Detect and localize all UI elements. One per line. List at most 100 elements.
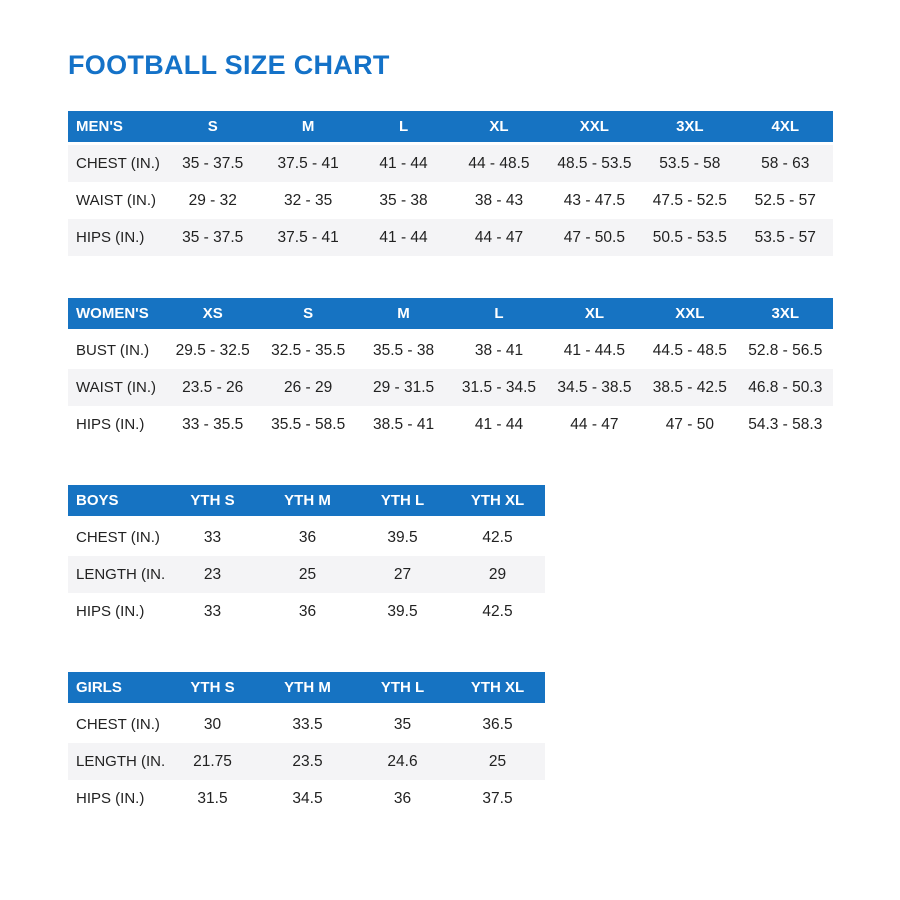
size-value: 29 - 32 xyxy=(188,191,237,209)
boys-table-title: BOYS xyxy=(68,485,165,519)
womens-column-header: XS xyxy=(165,298,261,332)
size-value: 53.5 - 57 xyxy=(754,228,816,246)
size-value: 30 xyxy=(203,715,222,733)
size-value: 26 - 29 xyxy=(284,378,333,396)
row-label: BUST (IN.) xyxy=(76,342,150,359)
mens-table-title: MEN'S xyxy=(68,111,165,145)
womens-column-header: M xyxy=(355,298,452,332)
mens-column-header: 3XL xyxy=(642,111,738,145)
mens-column-header: XL xyxy=(451,111,547,145)
womens-table-row: WAIST (IN.) 23.5 - 26 26 - 29 29 - 31.5 31.5… xyxy=(68,369,833,406)
size-value: 29 - 31.5 xyxy=(372,378,435,396)
size-value: 23.5 xyxy=(292,752,323,770)
girls-header-row: GIRLS YTH S YTH M YTH L YTH XL xyxy=(68,672,545,706)
boys-table-row: HIPS (IN.) 33 36 39.5 42.5 xyxy=(68,593,545,630)
size-value: 35 - 37.5 xyxy=(182,154,244,172)
womens-column-header: L xyxy=(451,298,547,332)
size-value: 31.5 xyxy=(197,789,228,807)
boys-table-row: LENGTH (IN.) 23 25 27 29 xyxy=(68,556,545,593)
size-value: 38.5 - 42.5 xyxy=(652,378,727,396)
size-value: 44 - 48.5 xyxy=(468,154,530,172)
size-value: 33 xyxy=(203,602,222,620)
size-value: 35.5 - 38 xyxy=(372,341,435,359)
girls-table-row: LENGTH (IN.) 21.75 23.5 24.6 25 xyxy=(68,743,545,780)
womens-column-header: XXL xyxy=(642,298,738,332)
girls-column-header: YTH M xyxy=(260,672,355,706)
size-value: 38 - 41 xyxy=(474,341,524,359)
size-value: 23.5 - 26 xyxy=(182,378,244,396)
row-label: CHEST (IN.) xyxy=(76,155,160,172)
girls-column-header: YTH L xyxy=(355,672,450,706)
size-value: 38 - 43 xyxy=(474,191,524,209)
size-value: 47 - 50.5 xyxy=(563,228,625,246)
size-value: 25 xyxy=(298,565,317,583)
womens-table-title: WOMEN'S xyxy=(68,298,165,332)
mens-header-row: MEN'S S M L XL XXL 3XL 4XL xyxy=(68,111,833,145)
mens-column-header: 4XL xyxy=(737,111,833,145)
size-value: 39.5 xyxy=(387,528,418,546)
size-value: 23 xyxy=(203,565,222,583)
womens-column-header: 3XL xyxy=(737,298,833,332)
size-value: 41 - 44 xyxy=(379,154,428,172)
size-value: 29.5 - 32.5 xyxy=(175,341,250,359)
size-value: 33.5 xyxy=(292,715,323,733)
womens-table-row: HIPS (IN.) 33 - 35.5 35.5 - 58.5 38.5 - 41 4… xyxy=(68,406,833,443)
mens-table-row: HIPS (IN.) 35 - 37.5 37.5 - 41 41 - 44 44 - … xyxy=(68,219,833,256)
size-value: 48.5 - 53.5 xyxy=(557,154,632,172)
row-label: HIPS (IN.) xyxy=(76,790,145,807)
size-value: 47 - 50 xyxy=(665,415,714,433)
womens-table-row: BUST (IN.) 29.5 - 32.5 32.5 - 35.5 35.5 - 3… xyxy=(68,332,833,369)
size-value: 53.5 - 58 xyxy=(659,154,721,172)
boys-column-header: YTH M xyxy=(260,485,355,519)
size-value: 41 - 44 xyxy=(474,415,524,433)
size-chart-page: FOOTBALL SIZE CHART MEN'S S M L XL XXL 3XL 4XL C… xyxy=(68,50,833,817)
girls-size-table: GIRLS YTH S YTH M YTH L YTH XL CHEST (IN.) 30 3… xyxy=(68,672,545,817)
row-label: CHEST (IN.) xyxy=(76,529,160,546)
mens-column-header: M xyxy=(260,111,356,145)
row-label: CHEST (IN.) xyxy=(76,716,160,733)
boys-size-table: BOYS YTH S YTH M YTH L YTH XL CHEST (IN.) 33 36… xyxy=(68,485,545,630)
row-label: LENGTH (IN.) xyxy=(76,566,165,583)
boys-table-row: CHEST (IN.) 33 36 39.5 42.5 xyxy=(68,519,545,556)
girls-table-title: GIRLS xyxy=(68,672,165,706)
size-value: 36 xyxy=(298,528,317,546)
size-value: 32.5 - 35.5 xyxy=(271,341,346,359)
size-value: 36.5 xyxy=(482,715,513,733)
size-value: 52.5 - 57 xyxy=(754,191,816,209)
size-value: 33 xyxy=(203,528,222,546)
size-value: 52.8 - 56.5 xyxy=(748,341,823,359)
size-value: 37.5 - 41 xyxy=(277,228,339,246)
size-value: 36 xyxy=(393,789,412,807)
size-value: 37.5 xyxy=(482,789,513,807)
size-value: 35 - 38 xyxy=(379,191,428,209)
mens-column-header: XXL xyxy=(546,111,643,145)
girls-column-header: YTH XL xyxy=(450,672,545,706)
size-value: 35 - 37.5 xyxy=(182,228,244,246)
womens-column-header: S xyxy=(260,298,356,332)
size-value: 25 xyxy=(488,752,507,770)
size-value: 21.75 xyxy=(193,752,232,770)
size-value: 36 xyxy=(298,602,317,620)
page-title: FOOTBALL SIZE CHART xyxy=(68,50,390,80)
mens-column-header: S xyxy=(165,111,261,145)
size-value: 42.5 xyxy=(482,528,513,546)
size-value: 31.5 - 34.5 xyxy=(461,378,537,396)
womens-header-row: WOMEN'S XS S M L XL XXL 3XL xyxy=(68,298,833,332)
size-value: 41 - 44 xyxy=(379,228,428,246)
boys-column-header: YTH XL xyxy=(450,485,545,519)
womens-column-header: XL xyxy=(546,298,643,332)
mens-table-row: CHEST (IN.) 35 - 37.5 37.5 - 41 41 - 44 44 -… xyxy=(68,145,833,182)
row-label: HIPS (IN.) xyxy=(76,416,145,433)
row-label: WAIST (IN.) xyxy=(76,192,156,209)
size-value: 41 - 44.5 xyxy=(563,341,625,359)
size-value: 35 xyxy=(393,715,412,733)
size-value: 44 - 47 xyxy=(570,415,619,433)
size-value: 42.5 xyxy=(482,602,513,620)
girls-column-header: YTH S xyxy=(165,672,260,706)
size-value: 44 - 47 xyxy=(474,228,524,246)
row-label: HIPS (IN.) xyxy=(76,229,145,246)
boys-column-header: YTH L xyxy=(355,485,450,519)
size-value: 58 - 63 xyxy=(761,154,810,172)
size-value: 44.5 - 48.5 xyxy=(652,341,727,359)
girls-table-row: CHEST (IN.) 30 33.5 35 36.5 xyxy=(68,706,545,743)
